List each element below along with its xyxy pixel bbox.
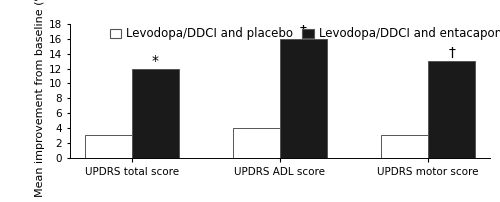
- Legend: Levodopa/DDCI and placebo, Levodopa/DDCI and entacapone: Levodopa/DDCI and placebo, Levodopa/DDCI…: [110, 27, 500, 40]
- Text: †: †: [448, 46, 455, 60]
- Text: †: †: [300, 24, 307, 38]
- Bar: [382, 135, 428, 158]
- Bar: [85, 135, 132, 158]
- Bar: [233, 128, 280, 158]
- Y-axis label: Mean improvement from baseline (%): Mean improvement from baseline (%): [35, 0, 45, 197]
- Bar: [428, 61, 475, 158]
- Bar: [132, 69, 178, 158]
- Bar: [280, 39, 327, 158]
- Text: *: *: [152, 54, 158, 68]
